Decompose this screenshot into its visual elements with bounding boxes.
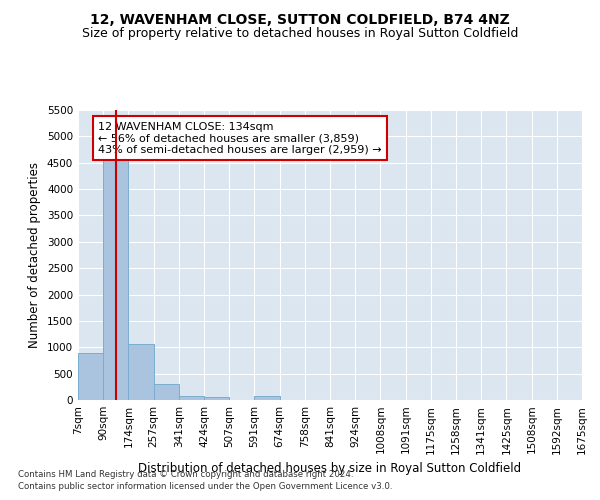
Bar [103,160,128,400]
Bar [179,396,204,400]
Bar [254,396,280,400]
Text: Size of property relative to detached houses in Royal Sutton Coldfield: Size of property relative to detached ho… [82,28,518,40]
Y-axis label: Number of detached properties: Number of detached properties [28,162,41,348]
Text: Contains HM Land Registry data © Crown copyright and database right 2024.: Contains HM Land Registry data © Crown c… [18,470,353,479]
Bar [128,344,154,400]
Text: 12 WAVENHAM CLOSE: 134sqm
← 56% of detached houses are smaller (3,859)
43% of se: 12 WAVENHAM CLOSE: 134sqm ← 56% of detac… [98,122,382,155]
Text: Contains public sector information licensed under the Open Government Licence v3: Contains public sector information licen… [18,482,392,491]
Bar [154,384,179,400]
X-axis label: Distribution of detached houses by size in Royal Sutton Coldfield: Distribution of detached houses by size … [139,462,521,475]
Bar [78,352,103,400]
Bar [204,396,229,400]
Text: 12, WAVENHAM CLOSE, SUTTON COLDFIELD, B74 4NZ: 12, WAVENHAM CLOSE, SUTTON COLDFIELD, B7… [90,12,510,26]
